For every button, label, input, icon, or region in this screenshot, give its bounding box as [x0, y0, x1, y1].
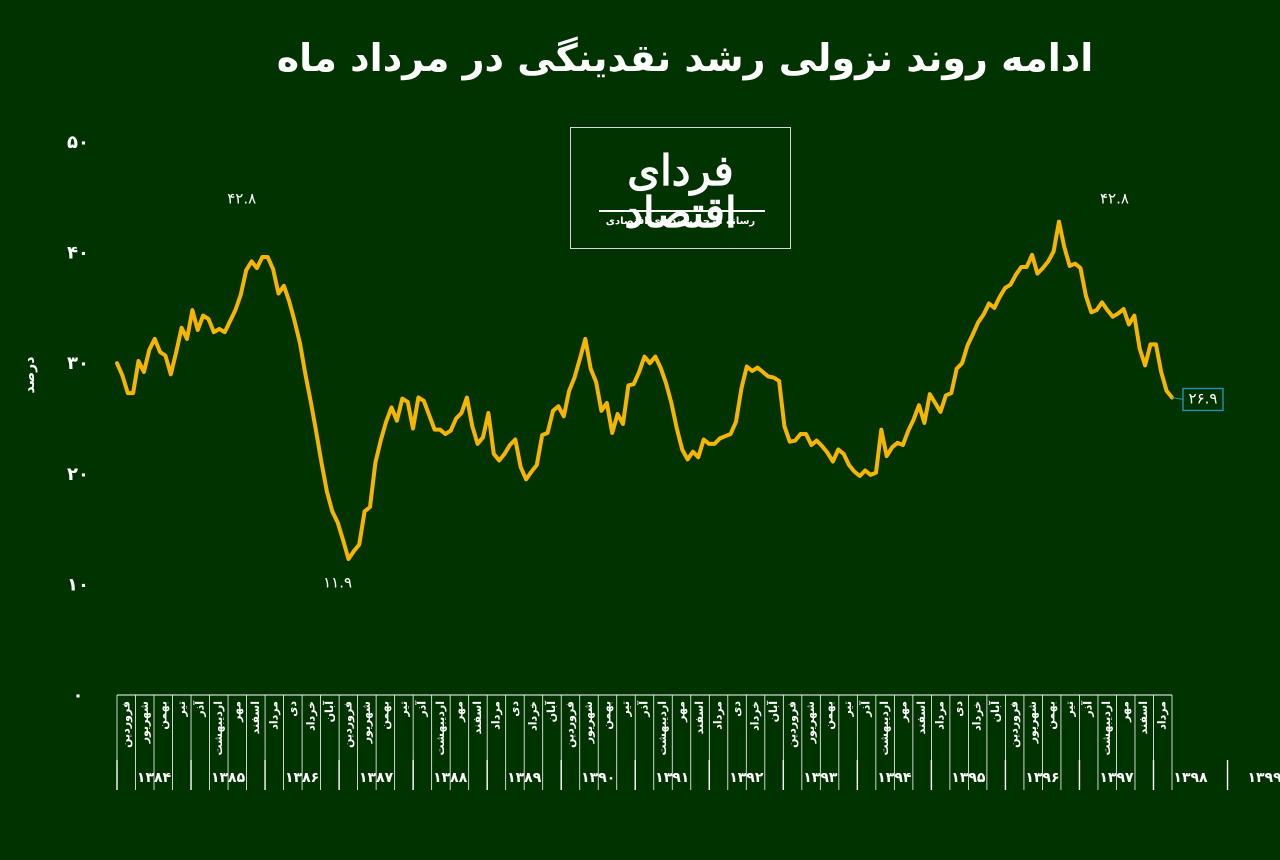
- y-tick-label: ۰: [73, 685, 84, 706]
- x-tick-label: اردیبهشت: [656, 701, 669, 755]
- x-tick-label: آذر: [859, 701, 873, 718]
- x-tick-label: اسفند: [471, 701, 484, 734]
- x-tick-label: مهر: [897, 701, 910, 723]
- y-tick-label: ۳۰: [67, 353, 89, 374]
- callout-box: [1182, 387, 1224, 412]
- y-tick-label: ۱۰: [67, 574, 89, 595]
- x-tick-label: فروردین: [786, 701, 799, 748]
- x-tick-label: آذر: [637, 701, 651, 718]
- year-label: ۱۳۸۵: [211, 770, 246, 786]
- data-label: ۴۲.۸: [1100, 190, 1129, 208]
- x-tick-label: اسفند: [693, 701, 706, 734]
- callout-leader: [1171, 396, 1184, 400]
- year-label: ۱۳۹۳: [803, 770, 838, 786]
- x-tick-label: شهریور: [138, 701, 151, 744]
- x-tick-label: فروردین: [1008, 701, 1021, 748]
- x-tick-label: شهریور: [1026, 701, 1039, 744]
- logo-tagline: رسانه مرجع روندهای اقتصادی: [605, 216, 756, 227]
- x-tick-label: دی: [508, 701, 521, 717]
- data-label: ۴۲.۸: [227, 190, 256, 208]
- brand-logo: فردای اقتصاد رسانه مرجع روندهای اقتصادی: [570, 127, 791, 249]
- x-tick-label: مرداد: [489, 701, 502, 730]
- year-label: ۱۳۹۴: [877, 770, 912, 786]
- x-tick-label: مرداد: [267, 701, 280, 730]
- year-label: ۱۳۹۶: [1025, 770, 1059, 786]
- x-tick-label: تیر: [1063, 701, 1076, 717]
- x-tick-label: آذر: [1081, 701, 1095, 718]
- x-tick-label: خرداد: [971, 701, 984, 731]
- x-tick-label: بهمن: [600, 701, 613, 730]
- x-tick-label: فروردین: [341, 701, 354, 748]
- x-tick-label: مرداد: [712, 701, 725, 730]
- x-tick-label: اردیبهشت: [878, 701, 891, 755]
- annotations: ۴۲.۸ ۱۱.۹ ۴۲.۸ ۲۶.۹: [227, 190, 1224, 591]
- year-label: ۱۳۹۱: [655, 770, 689, 786]
- year-label: ۱۳۹۲: [729, 770, 764, 786]
- x-tick-label: مهر: [452, 701, 465, 723]
- x-tick-label: مهر: [230, 701, 243, 723]
- year-label: ۱۳۸۸: [433, 770, 468, 786]
- x-tick-label: شهریور: [804, 701, 817, 744]
- y-tick-label: ۲۰: [67, 464, 89, 485]
- x-tick-label: بهمن: [156, 701, 169, 730]
- year-label: ۱۳۸۴: [137, 770, 172, 786]
- x-tick-label: دی: [730, 701, 743, 717]
- series-line: [115, 219, 1174, 561]
- x-tick-label: آذر: [192, 701, 206, 718]
- y-tick-label: ۴۰: [67, 243, 89, 264]
- x-tick-label: آبان: [766, 701, 780, 723]
- year-label: ۱۳۸۶: [285, 770, 319, 786]
- year-label: ۱۳۸۹: [507, 770, 542, 786]
- data-label: ۲۶.۹: [1189, 389, 1218, 407]
- x-tick-label: اسفند: [249, 701, 262, 734]
- year-label: ۱۳۹۰: [581, 770, 615, 786]
- year-label: ۱۳۸۷: [359, 770, 394, 786]
- x-tick-label: دی: [286, 701, 299, 717]
- x-tick-label: بهمن: [378, 701, 391, 730]
- year-label: ۱۳۹۵: [951, 770, 986, 786]
- year-label: ۱۳۹۷: [1099, 770, 1134, 786]
- y-axis-label: درصد: [22, 357, 38, 394]
- x-tick-label: بهمن: [823, 701, 836, 730]
- y-tick-label: ۵۰: [67, 132, 89, 153]
- x-tick-label: اسفند: [915, 701, 928, 734]
- x-axis: فروردین شهریور بهمن تیر آذر اردیبهشت مهر اسفند م…: [116, 694, 1280, 790]
- x-tick-label: آبان: [988, 701, 1002, 723]
- logo-name: فردای اقتصاد: [624, 146, 737, 237]
- x-tick-label: تیر: [397, 701, 410, 717]
- x-tick-label: خرداد: [304, 701, 317, 731]
- x-tick-label: آبان: [544, 701, 558, 723]
- x-tick-label: مرداد: [934, 701, 947, 730]
- x-tick-label: شهریور: [360, 701, 373, 744]
- x-tick-label: مهر: [675, 701, 688, 723]
- x-tick-label: فروردین: [119, 701, 132, 748]
- x-tick-label: مرداد: [1156, 701, 1169, 730]
- x-tick-label: آذر: [414, 701, 428, 718]
- x-tick-label: اردیبهشت: [434, 701, 447, 755]
- x-tick-label: شهریور: [582, 701, 595, 744]
- x-tick-label: دی: [952, 701, 965, 717]
- x-tick-label: تیر: [175, 701, 188, 717]
- x-tick-label: خرداد: [526, 701, 539, 731]
- y-axis: ۰ ۱۰ ۲۰ ۳۰ ۴۰ ۵۰: [67, 132, 89, 706]
- x-tick-label: تیر: [619, 701, 632, 717]
- year-label: ۱۳۹۹: [1247, 770, 1280, 786]
- x-tick-label: آبان: [322, 701, 336, 723]
- x-tick-label: اردیبهشت: [212, 701, 225, 755]
- page-title: ادامه روند نزولی رشد نقدینگی در مرداد ما…: [276, 36, 1094, 80]
- x-tick-label: مهر: [1119, 701, 1132, 723]
- x-tick-label: اسفند: [1137, 701, 1150, 734]
- data-label: ۱۱.۹: [323, 573, 352, 591]
- x-tick-label: بهمن: [1045, 701, 1058, 730]
- year-label: ۱۳۹۸: [1173, 770, 1208, 786]
- x-tick-label: خرداد: [749, 701, 762, 731]
- logo-divider: [599, 210, 765, 212]
- x-tick-label: اردیبهشت: [1100, 701, 1113, 755]
- x-tick-label: تیر: [841, 701, 854, 717]
- x-tick-label: فروردین: [563, 701, 576, 748]
